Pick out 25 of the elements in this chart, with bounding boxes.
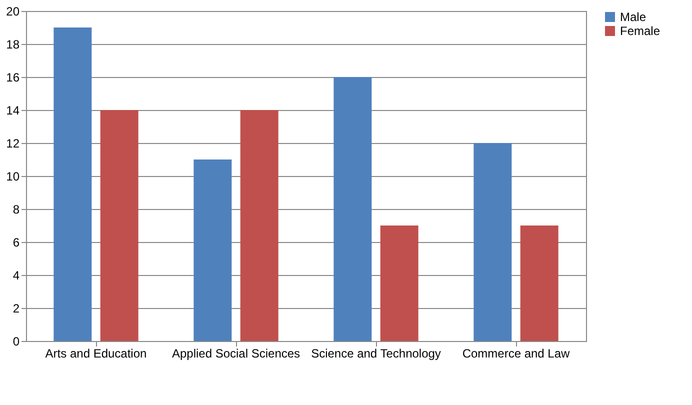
bar [334, 77, 372, 341]
y-tick-label: 20 [6, 4, 20, 18]
bar [100, 110, 138, 341]
bar [194, 160, 232, 341]
y-tick-label: 8 [12, 202, 20, 216]
y-tick-label: 2 [12, 302, 20, 316]
y-tick-label: 16 [6, 70, 20, 84]
x-tick-label: Applied Social Sciences [172, 346, 300, 360]
y-tick-label: 14 [6, 104, 20, 118]
x-tick-label: Commerce and Law [462, 346, 570, 360]
y-tick-label: 0 [12, 334, 20, 348]
bar [54, 28, 92, 341]
x-tick-label: Arts and Education [45, 346, 147, 360]
bar [474, 143, 512, 341]
bar [380, 226, 418, 341]
y-tick-label: 10 [6, 170, 20, 184]
y-tick-label: 6 [12, 236, 20, 250]
y-tick-label: 12 [6, 136, 20, 150]
legend-label: Male [620, 10, 646, 24]
bar [240, 110, 278, 341]
y-tick-label: 18 [6, 38, 20, 52]
legend-label: Female [620, 24, 660, 38]
y-tick-label: 4 [12, 268, 20, 282]
bar [520, 226, 558, 341]
x-tick-label: Science and Technology [311, 346, 441, 360]
